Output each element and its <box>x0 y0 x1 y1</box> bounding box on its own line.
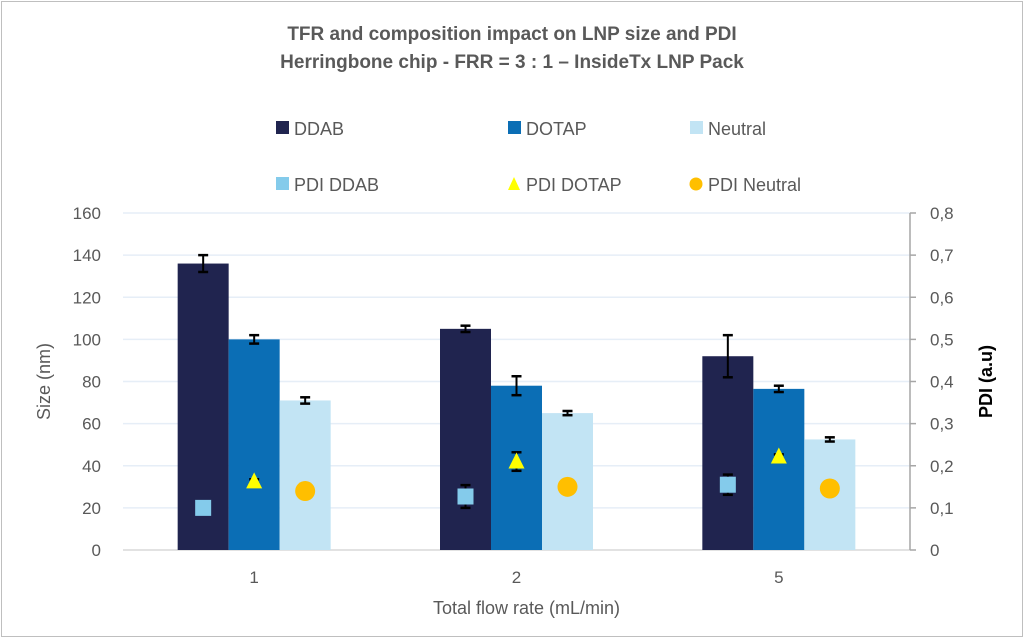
legend-label: PDI Neutral <box>708 175 801 195</box>
y-tick-label: 0 <box>92 541 101 560</box>
x-axis-label: Total flow rate (mL/min) <box>433 598 620 618</box>
marker-pdi-ddab <box>719 476 736 493</box>
legend-label: PDI DOTAP <box>526 175 622 195</box>
x-tick-label: 1 <box>249 568 258 587</box>
bar-ddab <box>440 328 491 550</box>
bar-neutral <box>279 400 331 550</box>
legend-swatch-pdi-neutral <box>689 177 703 191</box>
y2-tick-label: 0,2 <box>930 457 954 476</box>
y2-tick-label: 0,5 <box>930 330 954 349</box>
y2-tick-label: 0,8 <box>930 204 954 223</box>
legend-label: PDI DDAB <box>294 175 379 195</box>
y-tick-label: 120 <box>73 288 101 307</box>
bar-ddab <box>702 356 754 550</box>
chart-title: TFR and composition impact on LNP size a… <box>287 24 737 45</box>
bar-dotap <box>753 388 805 550</box>
y2-tick-label: 0,6 <box>930 288 954 307</box>
y2-tick-label: 0,4 <box>930 373 954 392</box>
marker-pdi-ddab <box>195 499 212 516</box>
legend-swatch-dotap <box>508 121 521 134</box>
marker-pdi-dotap <box>508 452 525 469</box>
y-tick-label: 20 <box>82 499 101 518</box>
marker-pdi-dotap <box>770 447 787 464</box>
y2-axis-label: PDI (a.u) <box>976 345 996 418</box>
marker-pdi-ddab <box>457 488 474 505</box>
y-tick-label: 40 <box>82 457 101 476</box>
x-tick-label: 5 <box>774 568 783 587</box>
legend-label: DDAB <box>294 119 344 139</box>
y-axis-label: Size (nm) <box>34 343 54 420</box>
x-tick-label: 2 <box>512 568 521 587</box>
legend-label: Neutral <box>708 119 766 139</box>
marker-pdi-dotap <box>246 472 263 489</box>
y-tick-label: 100 <box>73 330 101 349</box>
y2-tick-label: 0,7 <box>930 246 954 265</box>
legend-label: DOTAP <box>526 119 587 139</box>
marker-pdi-neutral <box>295 481 316 502</box>
y-tick-label: 60 <box>82 415 101 434</box>
chart-subtitle: Herringbone chip - FRR = 3 : 1 – InsideT… <box>280 52 744 73</box>
y-tick-label: 160 <box>73 204 101 223</box>
y-tick-label: 140 <box>73 246 101 265</box>
legend-swatch-ddab <box>276 121 289 134</box>
legend-swatch-neutral <box>690 121 703 134</box>
marker-pdi-neutral <box>819 478 840 499</box>
y2-tick-label: 0,1 <box>930 499 954 518</box>
legend-swatch-pdi-dotap <box>508 177 520 190</box>
marker-pdi-neutral <box>557 476 578 497</box>
y2-tick-label: 0 <box>930 541 939 560</box>
y-tick-label: 80 <box>82 373 101 392</box>
bar-dotap <box>228 339 280 550</box>
y2-tick-label: 0,3 <box>930 415 954 434</box>
legend-swatch-pdi-ddab <box>276 177 289 190</box>
